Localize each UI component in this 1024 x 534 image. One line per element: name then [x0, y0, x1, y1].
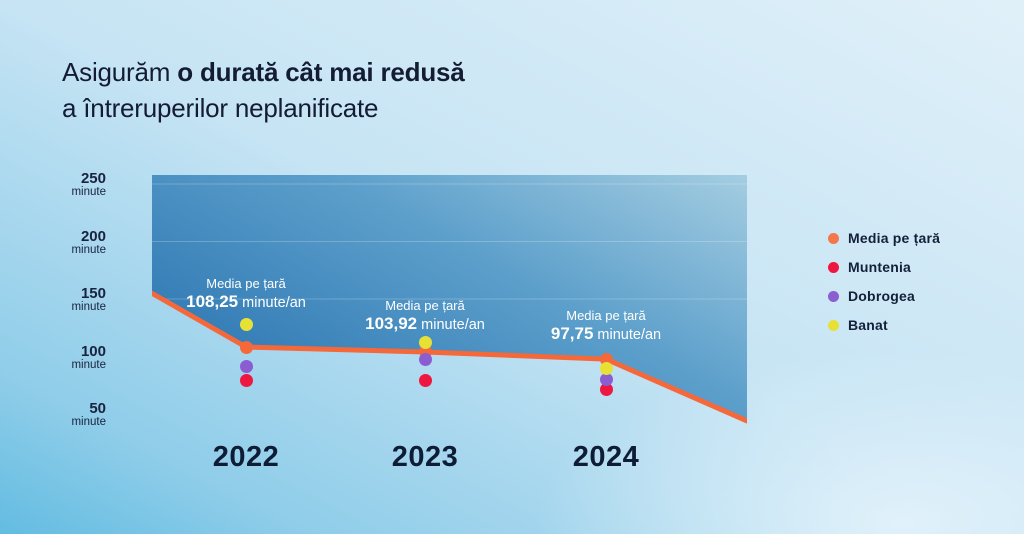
annotation-value: 103,92 minute/an	[325, 314, 525, 335]
x-label-2022: 2022	[212, 441, 280, 473]
annotation-2024: Media pe țară 97,75 minute/an	[506, 308, 706, 345]
data-point-muntenia-2024	[599, 383, 613, 397]
data-point-dobrogea-2023	[418, 353, 432, 367]
y-tick-value: 150	[80, 285, 106, 302]
y-tick-unit: minute	[71, 416, 106, 428]
media-dot-icon	[828, 232, 839, 244]
data-point-muntenia-2022	[239, 374, 253, 388]
title-highlight: o durată cât mai redusă	[177, 57, 465, 87]
legend-item-dobrogea: Dobrogea	[828, 287, 940, 305]
y-tick-value: 250	[80, 170, 106, 187]
y-tick-value: 200	[80, 227, 106, 245]
legend: Media pe țară Muntenia Dobrogea Banat	[828, 229, 940, 334]
dobrogea-dot-icon	[828, 290, 839, 302]
banat-dot-icon	[828, 319, 839, 331]
legend-label: Media pe țară	[848, 230, 941, 246]
data-point-banat-2024	[599, 361, 613, 375]
data-point-dobrogea-2022	[239, 360, 253, 374]
legend-item-muntenia: Muntenia	[828, 258, 940, 276]
annotation-2023: Media pe țară 103,92 minute/an	[325, 298, 525, 335]
annotation-2022: Media pe țară 108,25 minute/an	[146, 276, 346, 313]
annotation-value: 108,25 minute/an	[146, 292, 346, 313]
x-label-2023: 2023	[391, 441, 459, 473]
y-tick-unit: minute	[71, 243, 106, 256]
y-tick-unit: minute	[71, 186, 106, 198]
annotation-suffix: minute/an	[593, 327, 662, 343]
data-point-dobrogea-2024	[599, 373, 613, 386]
annotation-number: 108,25	[186, 292, 239, 311]
muntenia-dot-icon	[828, 261, 839, 273]
legend-item-media: Media pe țară	[828, 229, 940, 247]
legend-label: Dobrogea	[848, 288, 915, 304]
y-tick-value: 100	[80, 342, 106, 360]
y-tick-200: 200 minute	[0, 229, 106, 256]
area-fill	[152, 175, 747, 421]
x-label-2024: 2024	[572, 441, 640, 473]
annotation-value: 97,75 minute/an	[506, 324, 706, 345]
y-tick-100: 100 minute	[0, 344, 106, 371]
y-tick-250: 250 minute	[0, 171, 106, 198]
title-line2: a întreruperilor neplanificate	[62, 93, 379, 123]
y-tick-value: 50	[89, 400, 106, 417]
legend-label: Muntenia	[848, 259, 912, 275]
annotation-suffix: minute/an	[238, 295, 306, 311]
annotation-label: Media pe țară	[385, 298, 465, 313]
y-tick-unit: minute	[71, 358, 106, 371]
data-point-muntenia-2023	[418, 374, 432, 388]
title-line1: Asigurăm o durată cât mai redusă	[62, 54, 465, 90]
title-prefix: Asigurăm	[62, 57, 178, 87]
page-title: Asigurăm o durată cât mai redusă a între…	[62, 54, 465, 126]
y-tick-unit: minute	[71, 301, 106, 313]
annotation-label: Media pe țară	[206, 276, 286, 291]
y-tick-50: 50 minute	[0, 401, 106, 428]
data-point-media-2022	[239, 340, 253, 354]
data-point-banat-2023	[418, 336, 432, 350]
y-tick-150: 150 minute	[0, 286, 106, 313]
annotation-suffix: minute/an	[417, 317, 485, 333]
legend-item-banat: Banat	[828, 316, 940, 334]
annotation-label: Media pe țară	[566, 308, 646, 323]
annotation-number: 97,75	[550, 324, 594, 343]
annotation-number: 103,92	[365, 314, 418, 333]
data-point-banat-2022	[239, 317, 253, 331]
legend-label: Banat	[848, 317, 888, 333]
